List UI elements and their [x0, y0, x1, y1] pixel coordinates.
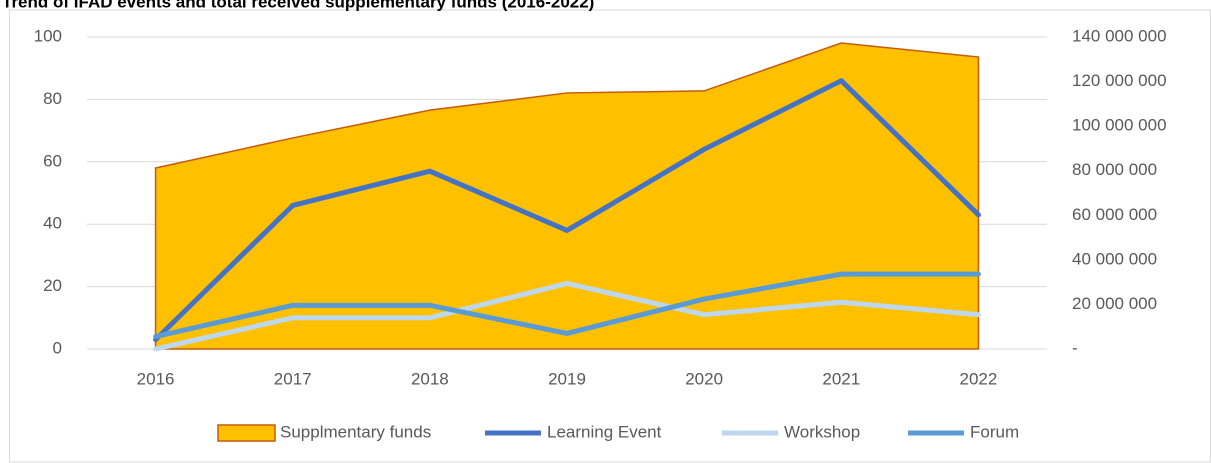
y2-tick-label: 140 000 000: [1072, 26, 1167, 45]
y-tick-label: 100: [34, 26, 62, 45]
chart-title: Trend of IFAD events and total received …: [2, 0, 594, 11]
x-tick-label: 2022: [960, 369, 998, 388]
legend-label: Forum: [970, 422, 1019, 441]
line: [153, 280, 981, 352]
area: [154, 42, 980, 350]
y2-tick-label: 40 000 000: [1072, 249, 1157, 268]
x-tick-label: 2019: [548, 369, 586, 388]
y-tick-label: 0: [53, 338, 62, 357]
y2-tick-label: 120 000 000: [1072, 71, 1167, 90]
y-tick-label: 20: [43, 276, 62, 295]
y2-tick-label: 100 000 000: [1072, 116, 1167, 135]
y2-tick-label: 20 000 000: [1072, 294, 1157, 313]
y2-tick-label: -: [1072, 338, 1078, 357]
y-tick-label: 60: [43, 151, 62, 170]
legend-label: Workshop: [784, 422, 860, 441]
x-tick-label: 2020: [685, 369, 723, 388]
y2-tick-label: 80 000 000: [1072, 160, 1157, 179]
line: [153, 78, 981, 343]
x-tick-label: 2021: [822, 369, 860, 388]
legend-label: Supplmentary funds: [280, 422, 431, 441]
y-tick-label: 40: [43, 214, 62, 233]
y2-tick-label: 60 000 000: [1072, 205, 1157, 224]
x-tick-label: 2016: [137, 369, 175, 388]
y-tick-label: 80: [43, 89, 62, 108]
line: [153, 271, 981, 340]
x-tick-label: 2018: [411, 369, 449, 388]
legend-label: Learning Event: [547, 422, 662, 441]
legend-swatch: [217, 424, 276, 442]
x-tick-label: 2017: [274, 369, 312, 388]
